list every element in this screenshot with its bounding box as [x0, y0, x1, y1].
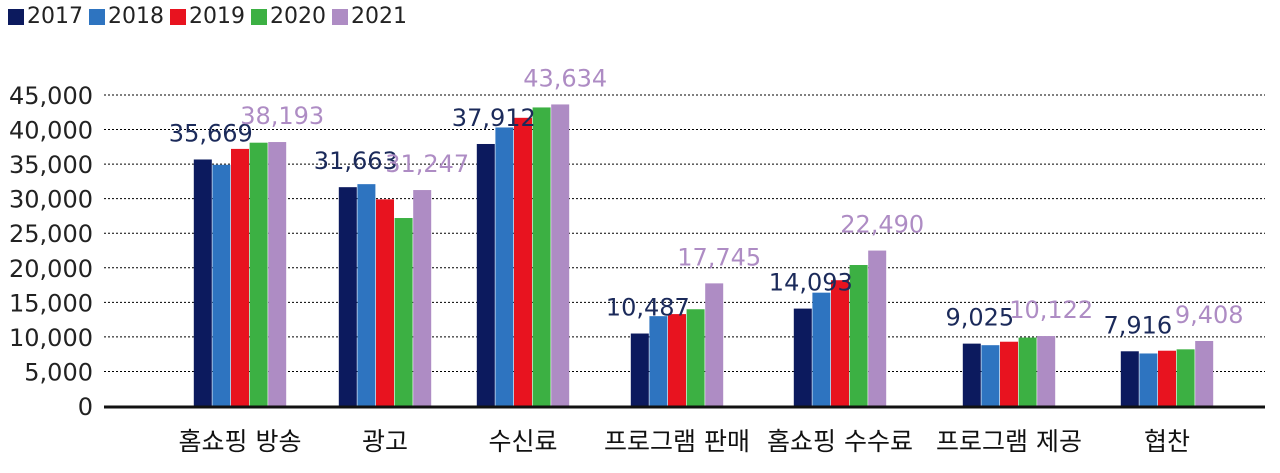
bar-2019-3: [668, 314, 686, 406]
data-label-2017-4: 14,093: [769, 269, 853, 297]
bar-2021-4: [868, 250, 887, 406]
data-label-2021-2: 43,634: [523, 64, 607, 92]
bar-2019-6: [1158, 350, 1176, 406]
legend-swatch-2019: [170, 8, 186, 25]
bar-2020-3: [686, 309, 705, 406]
y-tick-label: 15,000: [9, 289, 93, 317]
legend-swatch-2020: [251, 8, 267, 25]
y-tick-label: 45,000: [9, 82, 93, 110]
bar-2021-1: [413, 190, 432, 406]
y-tick-label: 25,000: [9, 220, 93, 248]
x-category-label: 홈쇼핑 방송: [179, 427, 302, 456]
legend-swatch-2021: [332, 8, 348, 25]
y-tick-label: 35,000: [9, 151, 93, 179]
bar-2017-6: [1120, 351, 1139, 406]
bar-2021-2: [551, 104, 570, 406]
bar-2018-4: [812, 292, 831, 406]
bar-2018-3: [649, 316, 668, 406]
bar-2021-3: [705, 283, 724, 406]
legend-item-2019: 2019: [170, 4, 245, 29]
bar-2019-1: [376, 199, 394, 406]
x-category-label: 광고: [362, 427, 408, 456]
data-label-2021-5: 10,122: [1009, 296, 1093, 324]
legend-swatch-2018: [89, 8, 105, 25]
x-category-label: 협찬: [1144, 427, 1190, 456]
bar-2018-0: [212, 164, 231, 406]
bar-2020-0: [249, 142, 268, 407]
x-category-label: 프로그램 판매: [604, 427, 750, 456]
data-label-2017-6: 7,916: [1103, 311, 1172, 339]
bar-2021-6: [1195, 340, 1214, 406]
data-label-2021-3: 17,745: [677, 243, 761, 271]
x-category-label: 프로그램 제공: [936, 427, 1082, 456]
bar-2020-6: [1176, 349, 1195, 406]
y-tick-label: 5,000: [24, 358, 93, 386]
bar-2018-1: [357, 184, 376, 406]
bar-2019-4: [831, 280, 849, 406]
bar-2019-0: [231, 148, 249, 406]
legend-swatch-2017: [8, 8, 24, 25]
data-label-2021-6: 9,408: [1175, 301, 1244, 329]
legend-item-2021: 2021: [332, 4, 407, 29]
bar-2020-1: [394, 218, 413, 406]
bar-2017-1: [338, 187, 357, 406]
bar-2021-5: [1037, 336, 1056, 406]
bar-2020-4: [849, 265, 868, 406]
legend-label-2018: 2018: [108, 4, 164, 29]
data-label-2017-1: 31,663: [314, 147, 398, 175]
data-label-2021-0: 38,193: [240, 102, 324, 130]
data-label-2017-2: 37,912: [452, 104, 536, 132]
legend-item-2018: 2018: [89, 4, 164, 29]
y-tick-label: 0: [78, 393, 93, 421]
legend-label-2021: 2021: [351, 4, 407, 29]
data-label-2021-1: 31,247: [385, 150, 469, 178]
bar-2017-3: [630, 333, 649, 406]
bar-2020-5: [1018, 337, 1037, 406]
bar-2021-0: [268, 142, 287, 406]
data-label-2021-4: 22,490: [840, 211, 924, 239]
legend-item-2017: 2017: [8, 4, 83, 29]
legend-label-2017: 2017: [27, 4, 83, 29]
legend-label-2020: 2020: [270, 4, 326, 29]
y-tick-label: 20,000: [9, 255, 93, 283]
legend-label-2019: 2019: [189, 4, 245, 29]
y-tick-label: 40,000: [9, 117, 93, 145]
data-label-2017-5: 9,025: [945, 304, 1014, 332]
bar-2018-6: [1139, 353, 1158, 406]
bar-2020-2: [532, 107, 551, 406]
y-tick-label: 30,000: [9, 186, 93, 214]
bar-2017-0: [193, 159, 212, 406]
bar-2017-2: [476, 143, 495, 406]
data-label-2017-0: 35,669: [169, 119, 253, 147]
legend: 2017 2018 2019 2020 2021: [8, 4, 413, 29]
bar-2018-2: [495, 127, 514, 406]
bar-2019-2: [514, 117, 532, 406]
x-category-label: 수신료: [488, 427, 557, 456]
data-label-2017-3: 10,487: [606, 294, 690, 322]
x-category-label: 홈쇼핑 수수료: [767, 427, 913, 456]
bar-2018-5: [981, 345, 1000, 406]
bar-2019-5: [1000, 341, 1018, 406]
bar-2017-4: [793, 308, 812, 406]
y-tick-label: 10,000: [9, 324, 93, 352]
bar-2017-5: [962, 343, 981, 406]
legend-item-2020: 2020: [251, 4, 326, 29]
